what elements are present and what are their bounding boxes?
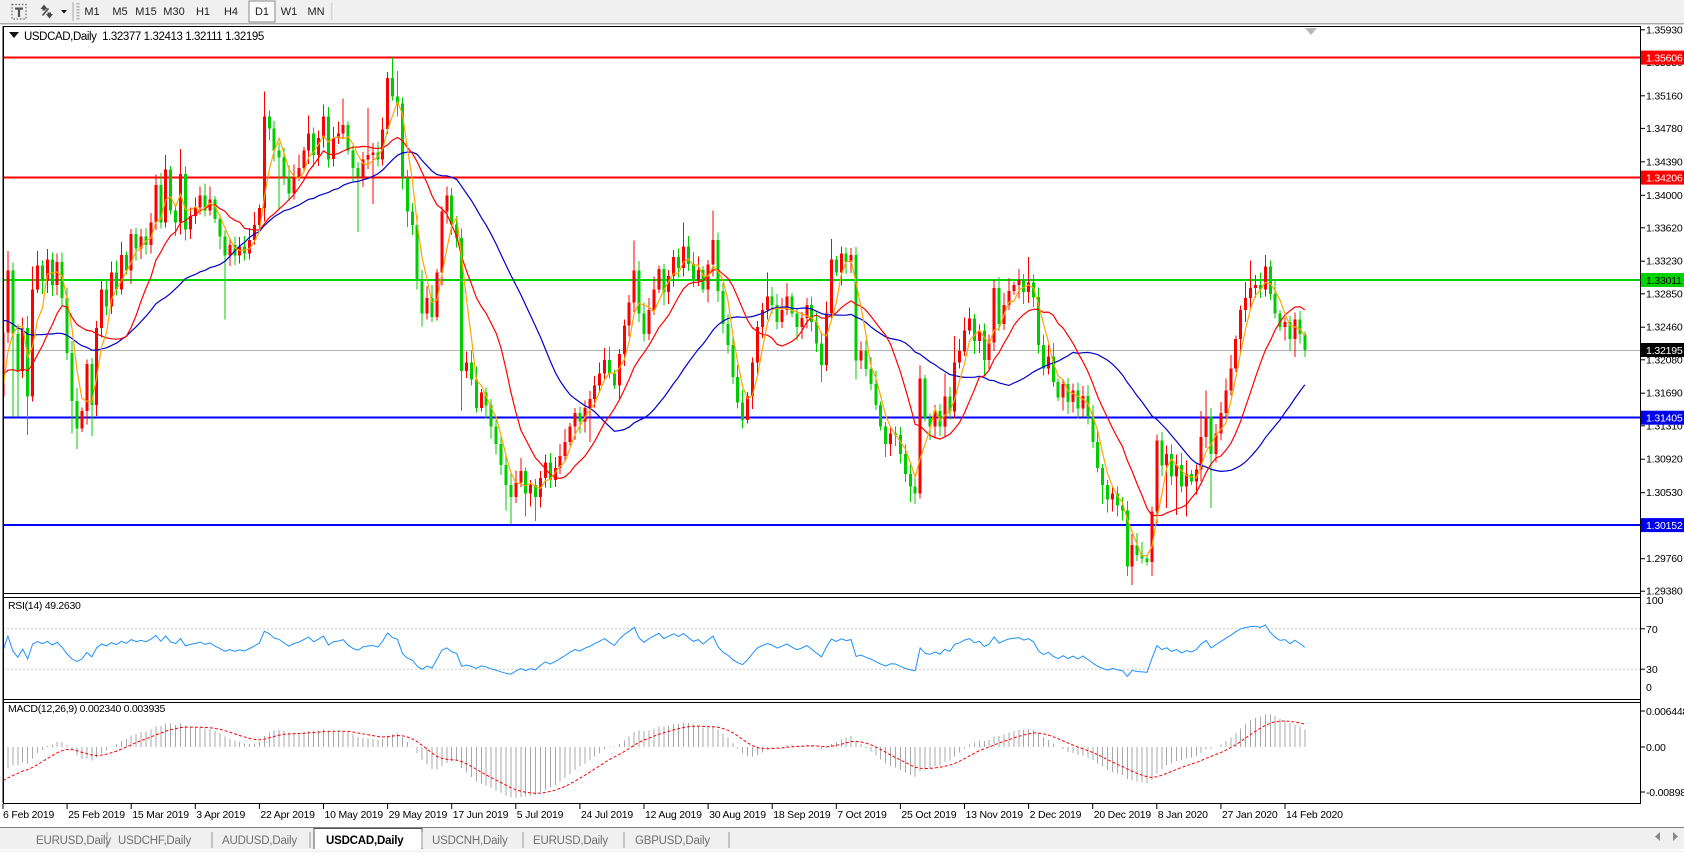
svg-text:13 Nov 2019: 13 Nov 2019 — [966, 809, 1024, 821]
svg-text:1.32195: 1.32195 — [1646, 345, 1683, 357]
svg-text:1.33620: 1.33620 — [1646, 222, 1683, 234]
svg-text:-0.008982: -0.008982 — [1646, 787, 1684, 799]
svg-text:1.35930: 1.35930 — [1646, 24, 1683, 36]
svg-text:22 Apr 2019: 22 Apr 2019 — [260, 809, 315, 821]
svg-text:20 Dec 2019: 20 Dec 2019 — [1094, 809, 1152, 821]
svg-text:1.34780: 1.34780 — [1646, 123, 1683, 135]
svg-text:USDCAD,Daily 1.32377 1.32413: USDCAD,Daily 1.32377 1.32413 1.32111 1.3… — [24, 31, 264, 43]
svg-text:1.30152: 1.30152 — [1646, 520, 1683, 532]
svg-text:0.00: 0.00 — [1646, 742, 1666, 754]
svg-text:USDCNH,Daily: USDCNH,Daily — [432, 835, 508, 847]
svg-text:1.31690: 1.31690 — [1646, 388, 1683, 400]
svg-text:AUDUSD,Daily: AUDUSD,Daily — [222, 835, 297, 847]
svg-text:M1: M1 — [84, 6, 99, 18]
svg-text:25 Feb 2019: 25 Feb 2019 — [68, 809, 125, 821]
svg-text:D1: D1 — [255, 6, 269, 18]
svg-text:1.29760: 1.29760 — [1646, 553, 1683, 565]
svg-text:100: 100 — [1646, 595, 1664, 607]
svg-text:MACD(12,26,9) 0.002340 0.00393: MACD(12,26,9) 0.002340 0.003935 — [8, 703, 166, 715]
svg-text:30 Aug 2019: 30 Aug 2019 — [709, 809, 766, 821]
svg-text:3 Apr 2019: 3 Apr 2019 — [196, 809, 245, 821]
svg-text:5 Jul 2019: 5 Jul 2019 — [517, 809, 564, 821]
svg-text:1.34206: 1.34206 — [1646, 172, 1683, 184]
svg-text:27 Jan 2020: 27 Jan 2020 — [1222, 809, 1278, 821]
svg-text:1.30530: 1.30530 — [1646, 487, 1683, 499]
svg-text:1.32460: 1.32460 — [1646, 322, 1683, 334]
svg-text:1.29380: 1.29380 — [1646, 586, 1683, 598]
svg-text:EURUSD,Daily: EURUSD,Daily — [533, 835, 608, 847]
svg-text:1.34000: 1.34000 — [1646, 190, 1683, 202]
svg-text:12 Aug 2019: 12 Aug 2019 — [645, 809, 702, 821]
svg-text:7 Oct 2019: 7 Oct 2019 — [837, 809, 887, 821]
svg-text:M30: M30 — [163, 6, 184, 18]
svg-text:MN: MN — [307, 6, 324, 18]
svg-text:M15: M15 — [135, 6, 156, 18]
svg-text:H4: H4 — [224, 6, 238, 18]
svg-text:GBPUSD,Daily: GBPUSD,Daily — [635, 835, 710, 847]
svg-text:14 Feb 2020: 14 Feb 2020 — [1286, 809, 1343, 821]
svg-text:1.32850: 1.32850 — [1646, 288, 1683, 300]
svg-text:1.35160: 1.35160 — [1646, 90, 1683, 102]
svg-text:1.31405: 1.31405 — [1646, 413, 1683, 425]
svg-text:30: 30 — [1646, 664, 1658, 676]
svg-text:6 Feb 2019: 6 Feb 2019 — [3, 809, 54, 821]
svg-text:8 Jan 2020: 8 Jan 2020 — [1158, 809, 1208, 821]
svg-text:EURUSD,Daily: EURUSD,Daily — [36, 835, 111, 847]
svg-text:1.34390: 1.34390 — [1646, 156, 1683, 168]
svg-text:1.35606: 1.35606 — [1646, 52, 1683, 64]
svg-text:W1: W1 — [281, 6, 298, 18]
svg-text:15 Mar 2019: 15 Mar 2019 — [132, 809, 189, 821]
svg-text:RSI(14) 49.2630: RSI(14) 49.2630 — [8, 600, 81, 612]
svg-text:0.006448: 0.006448 — [1646, 706, 1684, 718]
svg-text:2 Dec 2019: 2 Dec 2019 — [1030, 809, 1082, 821]
svg-text:1.30920: 1.30920 — [1646, 454, 1683, 466]
svg-text:29 May 2019: 29 May 2019 — [389, 809, 448, 821]
svg-text:10 May 2019: 10 May 2019 — [325, 809, 384, 821]
svg-text:24 Jul 2019: 24 Jul 2019 — [581, 809, 633, 821]
svg-text:1.33230: 1.33230 — [1646, 256, 1683, 268]
svg-text:1.33011: 1.33011 — [1646, 275, 1682, 287]
svg-text:USDCAD,Daily: USDCAD,Daily — [326, 835, 404, 847]
svg-text:17 Jun 2019: 17 Jun 2019 — [453, 809, 509, 821]
svg-text:M5: M5 — [112, 6, 127, 18]
svg-text:1.32080: 1.32080 — [1646, 354, 1683, 366]
svg-text:70: 70 — [1646, 624, 1658, 636]
svg-text:18 Sep 2019: 18 Sep 2019 — [773, 809, 831, 821]
svg-text:25 Oct 2019: 25 Oct 2019 — [901, 809, 956, 821]
svg-text:USDCHF,Daily: USDCHF,Daily — [118, 835, 191, 847]
svg-text:H1: H1 — [196, 6, 210, 18]
svg-text:0: 0 — [1646, 682, 1652, 694]
